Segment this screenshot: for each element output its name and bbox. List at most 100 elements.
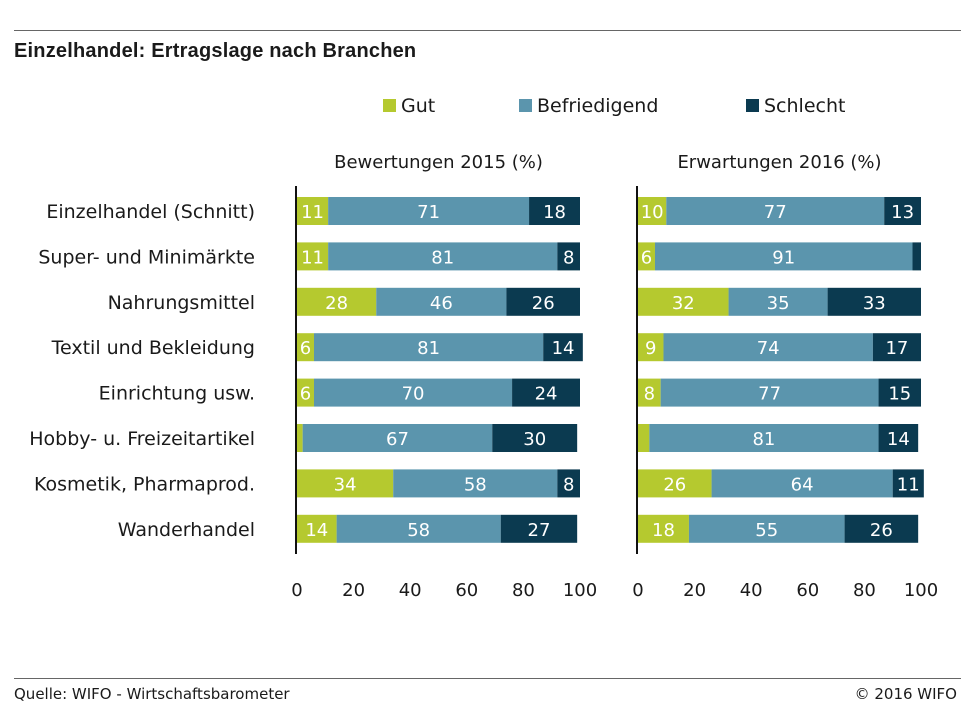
data-label: 27 xyxy=(528,520,551,541)
bar-befriedigend xyxy=(649,424,879,452)
bar-gut xyxy=(297,197,329,225)
category-label: Kosmetik, Pharmaprod. xyxy=(34,473,255,495)
data-label: 67 xyxy=(386,429,409,450)
bar-gut xyxy=(638,333,664,362)
bar-gut xyxy=(297,378,314,407)
bar-gut xyxy=(638,242,655,271)
bar-schlecht xyxy=(506,287,580,316)
bar-schlecht xyxy=(872,333,921,362)
bar-befriedigend xyxy=(336,514,501,543)
panel-subtitle: Bewertungen 2015 (%) xyxy=(334,152,543,173)
bar-befriedigend xyxy=(302,424,493,452)
bar-gut xyxy=(638,469,712,498)
category-label: Einrichtung usw. xyxy=(99,383,255,405)
bar-schlecht xyxy=(557,469,580,498)
category-label: Textil und Bekleidung xyxy=(51,337,255,359)
data-label: 77 xyxy=(758,384,781,405)
x-tick-label: 60 xyxy=(455,580,478,601)
bar-gut xyxy=(638,514,689,543)
bar-gut xyxy=(297,469,394,498)
data-label: 58 xyxy=(407,520,430,541)
data-label: 28 xyxy=(325,293,348,314)
panel-subtitle: Erwartungen 2016 (%) xyxy=(677,152,881,173)
legend-label-gut: Gut xyxy=(401,95,435,117)
bar-befriedigend xyxy=(666,197,885,225)
bar-gut xyxy=(297,424,303,452)
bar-befriedigend xyxy=(660,378,879,407)
bar-gut xyxy=(638,197,667,225)
legend-swatch-schlecht xyxy=(746,99,759,112)
legend-swatch-befriedigend xyxy=(519,99,532,112)
data-label: 11 xyxy=(301,202,324,223)
bar-schlecht xyxy=(529,197,580,225)
data-label: 11 xyxy=(897,474,920,495)
category-label: Nahrungsmittel xyxy=(108,292,255,314)
bar-gut xyxy=(638,287,729,316)
data-label: 14 xyxy=(552,338,575,359)
copyright-note: © 2016 WIFO xyxy=(854,685,957,703)
data-label: 30 xyxy=(523,429,546,450)
category-label: Super- und Minimärkte xyxy=(38,246,255,268)
bar-gut xyxy=(297,242,329,271)
data-label: 34 xyxy=(334,474,357,495)
bar-schlecht xyxy=(512,378,580,407)
data-label: 26 xyxy=(663,474,686,495)
x-tick-label: 40 xyxy=(399,580,422,601)
data-label: 74 xyxy=(757,338,780,359)
data-label: 77 xyxy=(764,202,787,223)
data-label: 8 xyxy=(563,247,574,268)
x-tick-label: 80 xyxy=(853,580,876,601)
x-tick-label: 20 xyxy=(342,580,365,601)
data-label: 18 xyxy=(652,520,675,541)
bar-schlecht xyxy=(492,424,578,452)
data-label: 35 xyxy=(767,293,790,314)
bar-befriedigend xyxy=(393,469,558,498)
data-label: 58 xyxy=(464,474,487,495)
bar-befriedigend xyxy=(376,287,507,316)
bar-befriedigend xyxy=(654,242,913,271)
legend-label-schlecht: Schlecht xyxy=(764,95,845,117)
data-label: 10 xyxy=(641,202,664,223)
category-label: Wanderhandel xyxy=(118,519,255,541)
data-label: 13 xyxy=(891,202,914,223)
bar-befriedigend xyxy=(663,333,873,362)
data-label: 6 xyxy=(641,247,652,268)
x-tick-label: 0 xyxy=(291,580,302,601)
top-rule xyxy=(14,30,961,31)
data-label: 8 xyxy=(644,384,655,405)
bar-gut xyxy=(297,333,314,362)
bar-befriedigend xyxy=(328,197,530,225)
category-label: Einzelhandel (Schnitt) xyxy=(46,201,255,223)
bar-befriedigend xyxy=(688,514,845,543)
data-label: 81 xyxy=(417,338,440,359)
data-label: 55 xyxy=(755,520,778,541)
data-label: 26 xyxy=(532,293,555,314)
x-tick-label: 100 xyxy=(904,580,938,601)
data-label: 81 xyxy=(752,429,775,450)
legend-label-befriedigend: Befriedigend xyxy=(537,95,658,117)
data-label: 71 xyxy=(417,202,440,223)
data-label: 9 xyxy=(645,338,656,359)
data-label: 14 xyxy=(305,520,328,541)
bar-schlecht xyxy=(844,514,919,543)
data-label: 11 xyxy=(301,247,324,268)
data-label: 26 xyxy=(870,520,893,541)
bar-gut xyxy=(638,424,650,452)
data-label: 46 xyxy=(430,293,453,314)
bar-befriedigend xyxy=(313,333,544,362)
chart-title: Einzelhandel: Ertragslage nach Branchen xyxy=(14,40,417,62)
data-label: 24 xyxy=(535,384,558,405)
bar-schlecht xyxy=(878,424,919,452)
bar-schlecht xyxy=(557,242,580,271)
x-tick-label: 100 xyxy=(563,580,597,601)
source-note: Quelle: WIFO - Wirtschaftsbarometer xyxy=(14,685,290,703)
x-tick-label: 60 xyxy=(796,580,819,601)
bar-schlecht xyxy=(827,287,921,316)
bar-schlecht xyxy=(543,333,583,362)
bar-schlecht xyxy=(878,378,921,407)
legend-swatch-gut xyxy=(383,99,396,112)
data-label: 91 xyxy=(772,247,795,268)
category-label: Hobby- u. Freizeitartikel xyxy=(29,428,255,450)
data-label: 70 xyxy=(402,384,425,405)
